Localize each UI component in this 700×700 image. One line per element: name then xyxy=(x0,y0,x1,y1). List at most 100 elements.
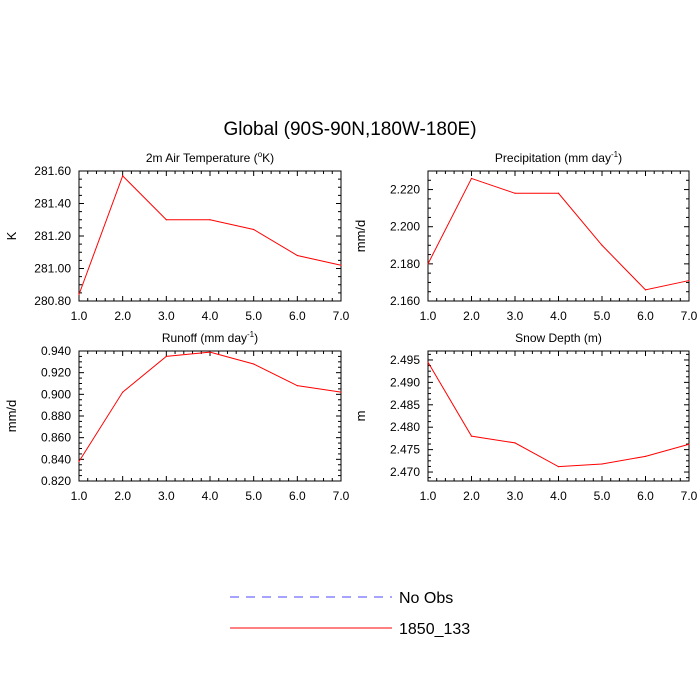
x-tick-label: 3.0 xyxy=(507,489,524,503)
y-tick-label: 2.490 xyxy=(390,375,420,389)
y-axis-label: mm/d xyxy=(4,400,19,433)
panel-title: Precipitation (mm day-1) xyxy=(495,150,622,165)
y-tick-label: 0.860 xyxy=(41,431,71,445)
y-tick-label: 280.80 xyxy=(34,294,71,308)
data-point xyxy=(122,175,124,177)
x-tick-label: 4.0 xyxy=(202,489,219,503)
data-point xyxy=(340,264,342,266)
y-tick-label: 2.475 xyxy=(390,443,420,457)
panel-title: 2m Air Temperature (oK) xyxy=(146,150,274,165)
panel-precipitation: 1.0 2.0 3.0 4.0 5.0 6.0 7.0 2.160 2.180 2.200 2.22… xyxy=(353,150,698,323)
data-point xyxy=(601,244,603,246)
y-tick-label: 2.200 xyxy=(390,220,420,234)
plot-frame-runoff xyxy=(78,350,342,482)
y-tick-label: 2.160 xyxy=(390,294,420,308)
x-tick-label: 1.0 xyxy=(71,489,88,503)
x-tick-label: 1.0 xyxy=(71,309,88,323)
plot-frame-snow-depth xyxy=(427,350,690,482)
data-point xyxy=(253,228,255,231)
data-point xyxy=(209,219,211,221)
panel-air-temperature: 1.0 2.0 3.0 4.0 5.0 6.0 7.0 280.80 281.00 281.20 2… xyxy=(4,150,350,323)
y-tick-label: 0.920 xyxy=(41,366,71,380)
y-tick-label: 2.495 xyxy=(390,353,420,367)
y-axis-label: mm/d xyxy=(353,220,368,253)
x-tick-label: 7.0 xyxy=(681,489,698,503)
y-tick-label: 0.940 xyxy=(41,344,71,358)
x-tick-label: 7.0 xyxy=(333,489,350,503)
x-tick-label: 7.0 xyxy=(681,309,698,323)
x-tick-label: 4.0 xyxy=(550,489,567,503)
data-point xyxy=(688,443,690,445)
data-point xyxy=(601,463,603,465)
panel-title: Snow Depth (m) xyxy=(515,331,602,345)
plot-frame-precipitation xyxy=(427,170,690,302)
x-tick-label: 5.0 xyxy=(245,309,262,323)
x-tick-label: 4.0 xyxy=(202,309,219,323)
data-point xyxy=(122,391,124,393)
data-point xyxy=(165,355,167,358)
data-point xyxy=(296,385,298,387)
data-point xyxy=(340,391,342,393)
data-point xyxy=(78,460,80,463)
legend-label-1850-133: 1850_133 xyxy=(399,621,470,638)
data-point xyxy=(78,293,80,296)
x-tick-label: 4.0 xyxy=(550,309,567,323)
x-tick-label: 6.0 xyxy=(289,489,306,503)
panel-runoff: 1.0 2.0 3.0 4.0 5.0 6.0 7.0 0.820 0.840 0.860 0.88… xyxy=(4,330,350,503)
x-tick-label: 1.0 xyxy=(420,309,437,323)
y-tick-label: 2.180 xyxy=(390,257,420,271)
data-point xyxy=(296,254,298,257)
x-tick-label: 6.0 xyxy=(289,309,306,323)
data-point xyxy=(557,466,560,468)
panel-title: Runoff (mm day-1) xyxy=(162,330,258,345)
y-tick-label: 0.880 xyxy=(41,409,71,423)
data-point xyxy=(688,279,690,282)
series-line-runoff xyxy=(78,351,342,462)
data-point xyxy=(514,192,516,194)
data-point xyxy=(644,289,647,291)
data-point xyxy=(644,455,647,457)
y-axis-label: K xyxy=(4,231,19,240)
x-tick-label: 5.0 xyxy=(245,489,262,503)
x-tick-label: 2.0 xyxy=(114,489,131,503)
data-point xyxy=(427,263,429,265)
x-tick-label: 2.0 xyxy=(114,309,131,323)
x-tick-label: 1.0 xyxy=(420,489,437,503)
y-tick-label: 2.485 xyxy=(390,398,420,412)
y-tick-label: 281.60 xyxy=(34,164,71,178)
y-tick-label: 0.820 xyxy=(41,474,71,488)
x-tick-label: 2.0 xyxy=(463,489,480,503)
y-tick-label: 0.900 xyxy=(41,387,71,401)
x-tick-label: 3.0 xyxy=(158,309,175,323)
series-line-snow-depth xyxy=(427,361,690,468)
y-tick-label: 2.480 xyxy=(390,420,420,434)
data-point xyxy=(514,442,516,444)
y-tick-label: 281.00 xyxy=(34,262,71,276)
x-tick-label: 3.0 xyxy=(158,489,175,503)
series-line-precipitation xyxy=(427,177,690,291)
data-point xyxy=(209,351,211,353)
x-tick-label: 3.0 xyxy=(507,309,524,323)
x-tick-label: 5.0 xyxy=(594,489,611,503)
y-tick-label: 0.840 xyxy=(41,452,71,466)
data-point xyxy=(253,363,255,365)
y-tick-label: 2.470 xyxy=(390,465,420,479)
y-tick-label: 281.20 xyxy=(34,229,71,243)
data-point xyxy=(427,361,429,363)
x-tick-label: 2.0 xyxy=(463,309,480,323)
plot-frame-air-temperature xyxy=(78,170,342,302)
data-point xyxy=(470,435,473,437)
data-point xyxy=(470,177,473,180)
panel-snow-depth: 1.0 2.0 3.0 4.0 5.0 6.0 7.0 2.470 2.475 2.480 2.48… xyxy=(353,331,698,503)
x-tick-label: 6.0 xyxy=(637,489,654,503)
y-tick-label: 2.220 xyxy=(390,183,420,197)
y-axis-label: m xyxy=(353,411,368,422)
legend: No Obs 1850_133 xyxy=(230,590,470,638)
data-point xyxy=(557,192,560,194)
y-tick-label: 281.40 xyxy=(34,197,71,211)
x-tick-label: 5.0 xyxy=(594,309,611,323)
figure-title: Global (90S-90N,180W-180E) xyxy=(223,119,476,140)
data-point xyxy=(165,219,167,221)
x-tick-label: 6.0 xyxy=(637,309,654,323)
